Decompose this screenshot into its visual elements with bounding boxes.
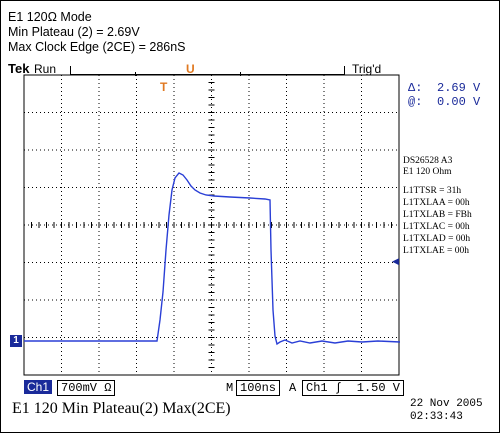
date: 22 Nov 2005 <box>410 398 483 410</box>
trigger-position-marker: U <box>186 62 195 76</box>
trigger-point-marker: T <box>160 80 168 94</box>
delta-value: 2.69 V <box>437 81 481 95</box>
register-line: L1TXLAD = 00h <box>403 234 471 244</box>
header-mode: E1 120Ω Mode <box>8 10 92 24</box>
register-line: L1TTSR = 31h <box>403 186 462 196</box>
trigger-level-arrow: ◀ <box>392 256 399 266</box>
trigger-prefix: A <box>289 381 297 395</box>
brand-logo: Tek <box>8 61 30 76</box>
trigger-state: Trig'd <box>352 62 382 76</box>
register-line: L1TXLAC = 00h <box>403 222 470 232</box>
record-tick <box>240 72 241 76</box>
header-min-plateau: Min Plateau (2) = 2.69V <box>8 25 140 39</box>
time-per-div: 100ns <box>236 380 281 396</box>
volts-per-div: 700mV Ω <box>57 380 116 396</box>
ch1-waveform <box>24 172 401 346</box>
register-line: L1TXLAA = 00h <box>403 198 470 208</box>
ch1-ground-marker: 1 <box>10 335 22 347</box>
mode-label: E1 120 Ohm <box>403 167 452 177</box>
record-bar-left-bracket <box>70 66 71 75</box>
at-label: @: <box>408 95 423 109</box>
header-max-clock-edge: Max Clock Edge (2CE) = 286nS <box>8 40 186 54</box>
register-line: L1TXLAE = 00h <box>403 246 470 256</box>
record-tick <box>135 72 136 76</box>
run-state: Run <box>34 62 57 76</box>
ch1-label: Ch1 <box>24 380 53 394</box>
trigger-level: 1.50 V <box>356 381 400 395</box>
trigger-channel: Ch1 <box>306 381 328 395</box>
delta-label: Δ: <box>408 81 423 95</box>
timebase-prefix: M <box>226 381 234 395</box>
at-value: 0.00 V <box>437 95 481 109</box>
register-line: L1TXLAB = FBh <box>403 210 472 220</box>
caption: E1 120 Min Plateau(2) Max(2CE) <box>12 400 231 417</box>
trigger-settings: Ch1 ∫ 1.50 V <box>302 380 404 396</box>
record-bar-right-bracket <box>344 66 345 75</box>
graticule <box>23 74 400 376</box>
rising-edge-icon: ∫ <box>334 381 343 395</box>
time: 02:33:43 <box>410 411 463 423</box>
device-label: DS26528 A3 <box>403 156 453 166</box>
